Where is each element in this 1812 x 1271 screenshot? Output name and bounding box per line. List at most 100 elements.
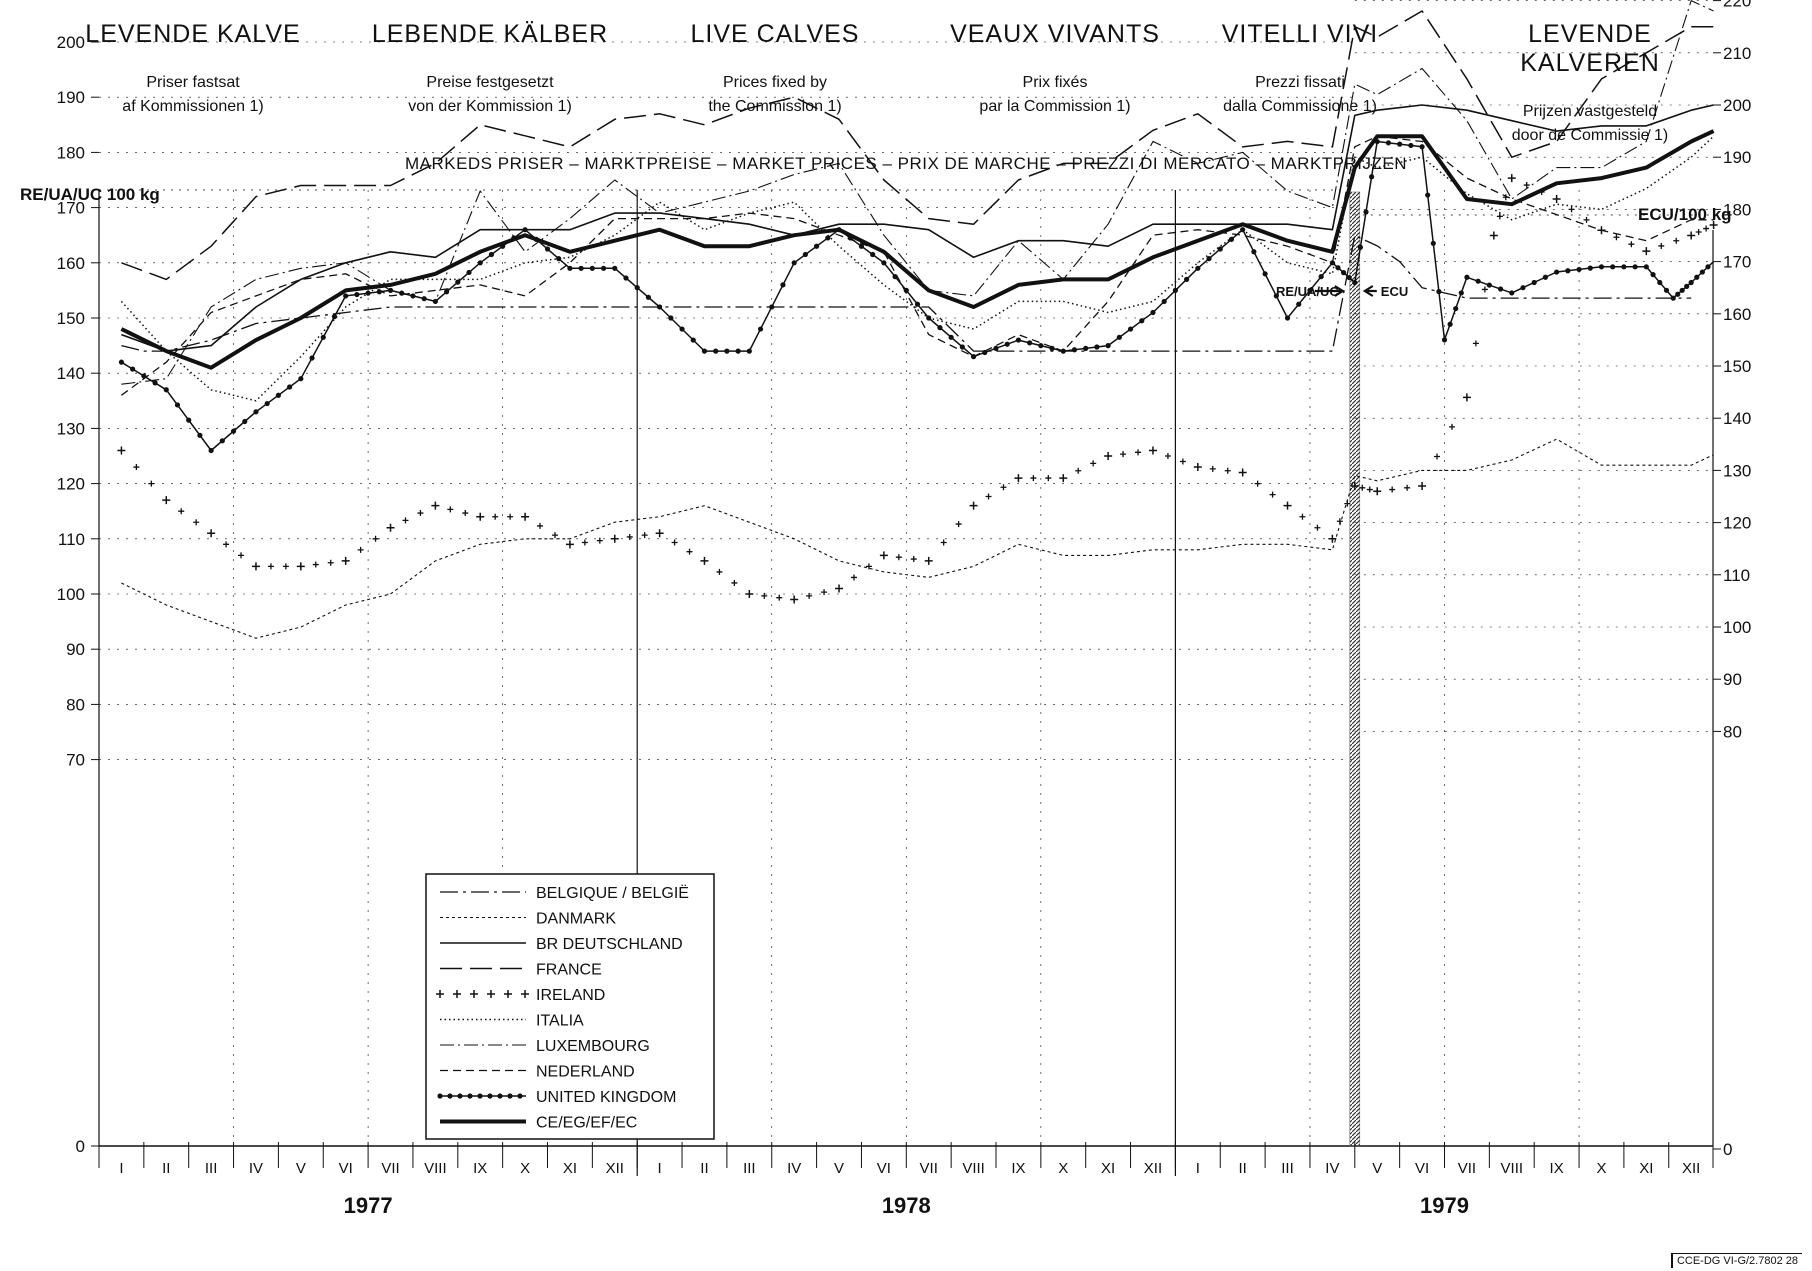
- data-point-plus: [133, 464, 140, 471]
- data-point-plus: [521, 512, 530, 521]
- data-point-dot: [735, 348, 741, 354]
- month-label: VII: [1458, 1160, 1476, 1177]
- month-label: VII: [381, 1160, 399, 1177]
- month-label: IV: [249, 1160, 263, 1177]
- document-code: CCE-DG VI-G/2.7802 28: [1670, 1253, 1802, 1268]
- month-label: VII: [920, 1160, 938, 1177]
- series-line: [121, 234, 1692, 352]
- right-tick-label: 210: [1723, 44, 1751, 63]
- data-point-dot: [1621, 264, 1627, 270]
- data-point-dot: [1453, 305, 1459, 312]
- data-point-plus: [537, 522, 544, 529]
- data-point-dot: [1262, 271, 1268, 277]
- data-point-dot: [1705, 264, 1711, 270]
- data-point-plus: [402, 517, 409, 524]
- data-point-plus: [940, 539, 947, 546]
- data-point-dot: [242, 418, 248, 425]
- month-label: X: [1058, 1160, 1068, 1177]
- data-point-dot: [600, 265, 607, 271]
- data-point-dot: [219, 438, 225, 444]
- data-point-dot: [522, 227, 528, 233]
- data-point-plus: [716, 568, 723, 575]
- data-point-plus: [1014, 474, 1023, 483]
- header-title: LEBENDE KÄLBER: [371, 20, 609, 48]
- data-point-plus: [671, 539, 678, 546]
- data-point-plus: [1283, 501, 1292, 510]
- data-point-dot: [432, 298, 438, 305]
- right-axis-label: ECU/100 kg: [1638, 205, 1732, 224]
- data-point-dot: [1296, 301, 1302, 307]
- legend-swatch-dot: [467, 1093, 473, 1099]
- legend-label: NEDERLAND: [536, 1064, 635, 1081]
- data-point-plus: [1448, 423, 1455, 430]
- data-point-dot: [1346, 274, 1352, 281]
- right-tick-label: 200: [1723, 96, 1751, 115]
- header-subtitle: Prix fixés par la Commission 1): [979, 74, 1131, 115]
- data-point-dot: [1240, 227, 1246, 233]
- data-point-dot: [1060, 348, 1066, 354]
- data-point-plus: [1418, 482, 1427, 491]
- month-label: IX: [1011, 1160, 1025, 1177]
- data-point-plus: [1583, 216, 1590, 223]
- data-point-dot: [1542, 274, 1549, 280]
- data-point-plus: [969, 501, 978, 510]
- data-point-dot: [1318, 274, 1324, 280]
- data-point-dot: [1576, 266, 1582, 273]
- data-point-plus: [223, 541, 230, 548]
- header-subtitle: Prijzen vastgesteld door de Commissie 1): [1511, 103, 1669, 144]
- data-point-plus: [985, 493, 992, 500]
- data-point-dot: [1329, 260, 1335, 266]
- series-belgique-belgi: [121, 234, 1692, 352]
- legend-box: [425, 873, 715, 1140]
- data-point-plus: [1462, 393, 1471, 402]
- data-point-plus: [1075, 467, 1082, 474]
- header-danish: LEVENDE KALVE Priser fastsat af Kommissio…: [58, 20, 328, 119]
- legend-label: LUXEMBOURG: [536, 1038, 650, 1055]
- data-point-dot: [645, 294, 652, 300]
- data-point-plus: [296, 562, 305, 571]
- data-point-dot: [544, 246, 551, 252]
- data-point-plus: [1642, 247, 1651, 256]
- month-label: III: [1281, 1160, 1294, 1177]
- data-point-plus: [1104, 452, 1113, 460]
- month-label: X: [1596, 1160, 1606, 1177]
- data-point-dot: [1565, 268, 1571, 274]
- header-subtitle: Prices fixed by the Commission 1): [708, 74, 842, 115]
- right-tick-label: 90: [1723, 670, 1742, 689]
- data-point-dot: [287, 384, 293, 390]
- right-tick-label: 180: [1723, 200, 1751, 219]
- right-tick-label: 80: [1723, 722, 1742, 741]
- data-point-dot: [1447, 321, 1453, 327]
- right-tick-label: 170: [1723, 253, 1751, 272]
- data-point-plus: [1366, 486, 1373, 493]
- data-point-dot: [612, 265, 618, 271]
- series-ireland: [117, 174, 1718, 604]
- data-point-plus: [551, 532, 558, 539]
- data-point-plus: [806, 592, 813, 599]
- data-point-plus: [1373, 487, 1382, 496]
- left-tick-label: 130: [57, 419, 85, 438]
- data-point-dot: [1195, 265, 1201, 271]
- data-point-dot: [118, 359, 125, 365]
- data-point-plus: [1568, 206, 1575, 213]
- data-point-dot: [1027, 340, 1033, 346]
- data-point-plus: [1045, 475, 1052, 482]
- data-point-dot: [589, 265, 595, 271]
- data-point-dot: [1083, 345, 1089, 351]
- left-tick-label: 140: [57, 364, 85, 383]
- series-italia: [120, 135, 1715, 402]
- data-point-dot: [982, 349, 988, 356]
- series-line: [121, 0, 1714, 385]
- data-point-dot: [1425, 192, 1431, 198]
- series-france: [121, 10, 1714, 281]
- data-point-dot: [1632, 264, 1638, 270]
- currency-switch-bar: [1349, 191, 1361, 1147]
- data-point-plus: [1238, 468, 1247, 477]
- header-title: LIVE CALVES: [690, 20, 860, 48]
- series-nederland: [121, 135, 1714, 396]
- data-point-dot: [477, 260, 483, 266]
- data-point-dot: [1206, 256, 1212, 262]
- data-point-plus: [581, 539, 588, 546]
- arrow-left-icon: [1362, 285, 1377, 297]
- data-point-plus: [610, 534, 619, 543]
